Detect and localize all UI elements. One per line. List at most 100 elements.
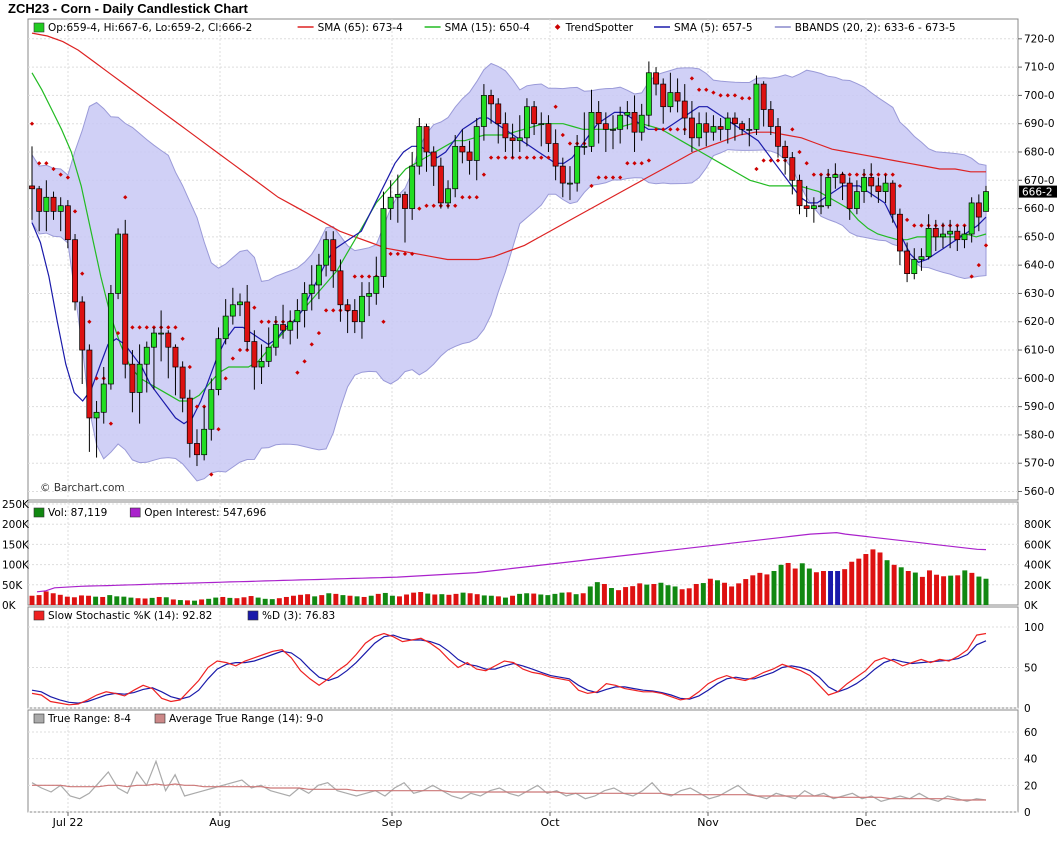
candle-body: [767, 109, 774, 127]
candle-body: [222, 315, 229, 340]
volume-right-tick: 200K: [1024, 580, 1052, 592]
trendspotter-dot: [180, 336, 185, 341]
price-tick-label: 580-0: [1024, 429, 1055, 441]
volume-bar: [679, 589, 685, 605]
legend-label: Average True Range (14): 9-0: [169, 713, 323, 725]
candle-body: [538, 123, 545, 126]
volume-bar: [163, 597, 169, 605]
candle-body: [667, 92, 674, 108]
price-tick-label: 720-0: [1024, 33, 1055, 45]
legend-swatch: [33, 610, 45, 621]
candle-body: [552, 143, 559, 167]
volume-bar: [206, 598, 212, 605]
volume-right-tick: 0K: [1024, 600, 1039, 612]
stochastic-d-line: [31, 634, 987, 704]
volume-bar: [375, 593, 381, 605]
trendspotter-dot: [37, 161, 42, 166]
candle-body: [459, 145, 466, 153]
volume-bar: [495, 596, 501, 605]
trendspotter-dot: [187, 364, 192, 370]
panel-frame: [27, 709, 1019, 813]
volume-bar: [382, 592, 388, 605]
trendspotter-dot: [847, 172, 852, 177]
volume-bar: [891, 564, 897, 605]
chart-title: ZCH23 - Corn - Daily Candlestick Chart: [8, 1, 248, 16]
price-tick-label: 590-0: [1024, 401, 1055, 413]
candle-body: [323, 239, 330, 266]
trendspotter-dot: [223, 376, 228, 381]
trendspotter-dot: [661, 127, 666, 132]
volume-bar: [142, 598, 148, 605]
candle-body: [868, 177, 875, 187]
volume-bar: [729, 586, 735, 605]
candle-body: [452, 145, 459, 190]
candle-body: [194, 443, 200, 456]
trendspotter-dot: [410, 251, 415, 256]
trendspotter-dot: [381, 319, 386, 324]
candle-body: [688, 117, 695, 139]
price-tick-label: 640-0: [1024, 260, 1055, 272]
trendspotter-dot: [668, 127, 673, 132]
candle-body: [524, 106, 530, 139]
volume-bar: [926, 570, 932, 605]
candle-body: [179, 366, 186, 399]
candle-body: [660, 83, 667, 108]
last-price-marker: [1019, 185, 1057, 198]
volume-bar: [743, 579, 749, 605]
volume-bar: [820, 571, 826, 605]
volume-bar: [29, 595, 35, 605]
candle-body: [574, 145, 581, 184]
candle-body: [753, 83, 760, 130]
price-tick-label: 610-0: [1024, 345, 1055, 357]
legend-label: True Range: 8-4: [47, 713, 131, 725]
trendspotter-dot: [173, 325, 178, 330]
trendspotter-dot: [424, 203, 429, 208]
trendspotter-dot: [209, 472, 214, 477]
panel-frame: [27, 606, 1019, 709]
candle-body: [516, 137, 523, 142]
legend-label: Slow Stochastic %K (14): 92.82: [48, 610, 212, 622]
volume-bar: [439, 594, 445, 605]
candle-body: [201, 428, 208, 456]
volume-bar: [559, 592, 565, 605]
candle-body: [495, 103, 502, 125]
trendspotter-dot: [811, 172, 816, 177]
volume-bar: [792, 568, 798, 605]
candle-body: [50, 196, 57, 212]
volume-bar: [107, 595, 113, 605]
x-axis-label: Aug: [209, 816, 230, 829]
candle-body: [861, 177, 867, 192]
trendspotter-dot: [367, 274, 372, 279]
candle-body: [681, 100, 688, 119]
candle-body: [366, 293, 373, 297]
volume-bar: [948, 575, 954, 605]
true-range-tick: 20: [1024, 780, 1037, 792]
x-axis-label: Oct: [540, 816, 560, 829]
candle-body: [330, 239, 337, 272]
price-tick-label: 560-0: [1024, 486, 1055, 498]
volume-bar: [658, 582, 664, 605]
volume-bar: [983, 578, 989, 605]
trendspotter-dot: [983, 243, 989, 248]
candle-body: [896, 213, 903, 252]
candle-body: [57, 205, 64, 212]
candle-body: [954, 230, 961, 241]
atr-line: [32, 783, 986, 801]
volume-bar: [156, 596, 162, 605]
candle-body: [480, 95, 487, 127]
candle-body: [746, 128, 753, 131]
candle-body: [129, 363, 136, 393]
candle-body: [739, 123, 746, 130]
trendspotter-dot: [854, 172, 860, 177]
trendspotter-dot: [316, 330, 322, 336]
candle-body: [165, 332, 172, 348]
candle-body: [280, 324, 286, 331]
volume-legend: Vol: 87,119 Open Interest: 547,696: [33, 507, 267, 519]
volume-bar: [976, 576, 982, 605]
candle-body: [416, 126, 423, 167]
volume-bar: [276, 598, 282, 605]
volume-bar: [467, 593, 473, 605]
volume-bar: [757, 572, 763, 605]
trendspotter-dot: [453, 203, 458, 208]
volume-bar: [736, 583, 742, 605]
